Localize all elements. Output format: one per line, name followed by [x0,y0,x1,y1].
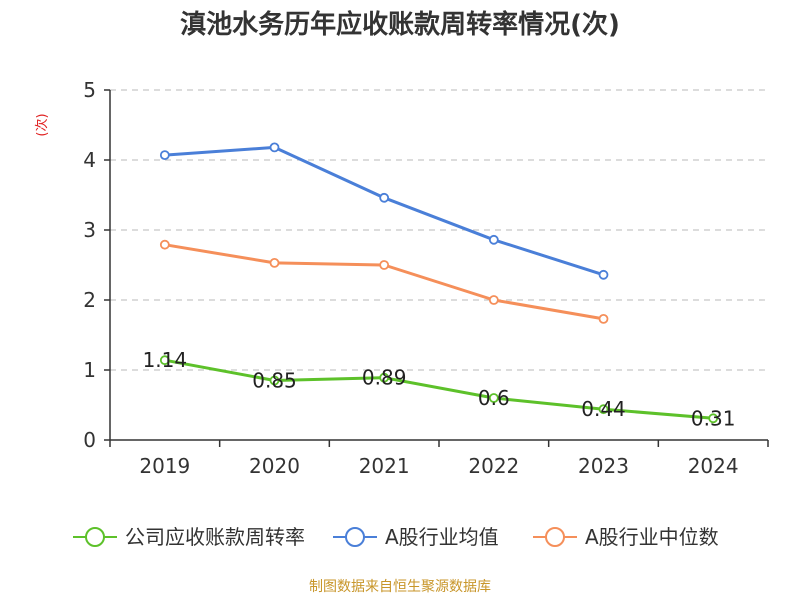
data-point [159,150,170,161]
legend: 公司应收账款周转率 A股行业均值 A股行业中位数 [73,525,719,549]
data-labels: 1.14 0.85 0.89 0.6 0.44 0.31 [143,348,736,430]
data-point [379,192,390,203]
data-point [269,142,280,153]
y-tick-label: 4 [83,148,96,172]
data-point [269,257,280,268]
y-tick-label: 5 [83,78,96,102]
data-point [488,234,499,245]
y-tick-label: 3 [83,218,96,242]
chart-title: 滇池水务历年应收账款周转率情况(次) [180,9,620,40]
y-tick-label: 2 [83,288,96,312]
x-tick-label: 2023 [578,454,629,478]
data-point [269,375,280,386]
grid-lines [110,89,768,371]
data-label: 0.31 [691,406,736,430]
y-tick-label: 1 [83,358,96,382]
data-point [379,372,390,383]
x-tick-label: 2020 [249,454,300,478]
legend-marker [345,527,365,547]
legend-marker [545,527,565,547]
x-tick-label: 2024 [688,454,739,478]
data-point [159,239,170,250]
x-tick-label: 2022 [468,454,519,478]
data-point [598,269,609,280]
data-point [379,260,390,270]
data-point [159,355,170,366]
source-note: 制图数据来自恒生聚源数据库 [309,579,491,595]
data-point [488,393,499,403]
data-label: 0.44 [581,397,626,421]
data-point [708,413,719,424]
x-tick-label: 2019 [139,454,190,478]
series-line [163,243,605,321]
data-label: 0.85 [252,369,297,393]
legend-label: A股行业均值 [385,525,499,549]
legend-label: A股行业中位数 [585,525,719,549]
x-tick-label: 2021 [359,454,410,478]
data-point [598,313,609,324]
series-group [159,142,719,424]
data-point [598,404,609,415]
data-label: 1.14 [143,348,188,372]
axes: 0 1 2 3 4 5 2019 2020 2021 2022 2023 2024 [83,78,769,478]
series-line [163,358,715,420]
legend-marker [85,527,105,547]
y-tick-label: 0 [83,428,96,452]
data-label: 0.6 [478,386,510,410]
data-point [488,295,499,305]
data-label: 0.89 [362,366,407,390]
y-axis-label: (次) [34,113,50,136]
legend-label: 公司应收账款周转率 [125,525,305,549]
